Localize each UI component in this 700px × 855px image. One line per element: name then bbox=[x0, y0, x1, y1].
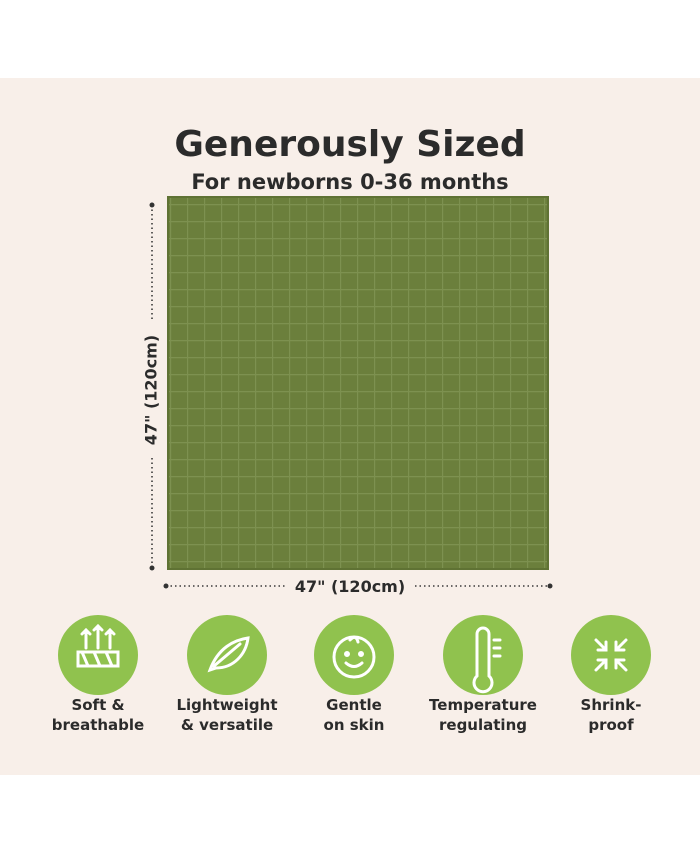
line-end bbox=[149, 565, 155, 571]
feature-line: & versatile bbox=[181, 716, 273, 734]
icon-gentle bbox=[314, 615, 394, 695]
feature-line: proof bbox=[588, 716, 634, 734]
icon-shrink bbox=[571, 615, 651, 695]
feature-line: Gentle bbox=[326, 696, 382, 714]
feature-line: Shrink- bbox=[581, 696, 642, 714]
feature-labels: Soft & breathable Lightweight & versatil… bbox=[52, 696, 642, 734]
icon-temperature bbox=[443, 615, 523, 695]
feature-line: Soft & bbox=[71, 696, 124, 714]
feature-line: regulating bbox=[439, 716, 527, 734]
icon-soft bbox=[58, 615, 138, 695]
height-label: 47" (120cm) bbox=[142, 335, 161, 445]
line-end bbox=[163, 583, 169, 589]
feature-line: Lightweight bbox=[176, 696, 277, 714]
blanket-edge bbox=[167, 196, 549, 570]
feature-line: Temperature bbox=[429, 696, 537, 714]
feature-line: on skin bbox=[324, 716, 385, 734]
subtitle: For newborns 0-36 months bbox=[191, 170, 508, 194]
icon-glyphs bbox=[76, 623, 628, 694]
feature-line: breathable bbox=[52, 716, 144, 734]
line-end bbox=[149, 202, 155, 208]
feature-icons bbox=[58, 615, 651, 695]
blanket bbox=[168, 197, 548, 569]
line-end bbox=[547, 583, 553, 589]
width-label: 47" (120cm) bbox=[295, 577, 405, 596]
title: Generously Sized bbox=[174, 124, 525, 165]
